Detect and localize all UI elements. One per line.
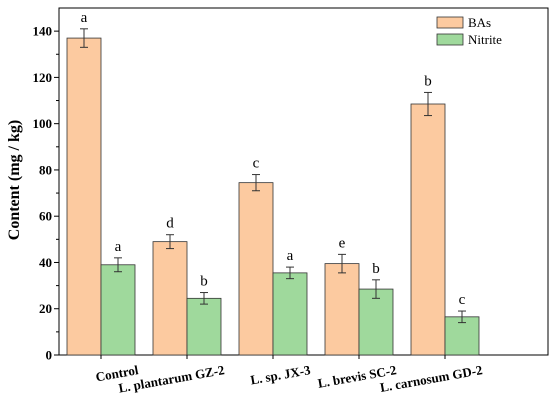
significance-letter-nitrite-2: a [287,248,294,264]
y-tick-label-40: 40 [39,255,52,270]
y-tick-label-60: 60 [39,209,52,224]
y-axis-label: Content (mg / kg) [6,120,23,240]
error-bar-bas-4 [424,91,432,117]
x-tick-label-0: Control [94,362,139,384]
legend-label-nitrite: Nitrite [468,32,502,47]
significance-letter-bas-4: b [424,73,432,89]
bar-bas-3 [324,263,360,356]
bar-nitrite-0 [100,264,136,356]
bar-bas-0 [66,37,102,356]
bar-bas-2 [238,182,274,356]
significance-letter-nitrite-1: b [200,274,208,290]
bar-bas-1 [152,241,188,356]
bar-nitrite-3 [358,288,394,356]
x-tick-label-2: L. sp. JX-3 [249,362,312,387]
error-bar-nitrite-0 [114,257,122,273]
y-tick-label-0: 0 [46,348,53,363]
error-bar-bas-2 [252,174,260,192]
legend-swatch-bas [436,16,464,29]
error-bar-nitrite-1 [200,292,208,305]
legend: BAs Nitrite [436,15,502,47]
error-bar-bas-0 [80,28,88,48]
legend-label-bas: BAs [468,15,491,30]
error-bar-nitrite-4 [458,310,466,324]
error-bar-nitrite-2 [286,266,294,280]
y-tick-label-100: 100 [33,116,53,131]
significance-letter-bas-3: e [339,235,346,251]
y-tick-label-80: 80 [39,162,52,177]
significance-letter-bas-2: c [253,156,260,172]
y-axis: 0 20 40 60 80 100 120 140 [33,24,59,363]
error-bar-bas-1 [166,234,174,250]
y-tick-label-140: 140 [33,24,53,39]
bar-bas-4 [410,103,446,356]
error-bars-layer [80,28,466,324]
y-tick-label-120: 120 [33,70,53,85]
bar-nitrite-2 [272,272,308,356]
bars-layer [66,37,480,356]
significance-letter-bas-0: a [81,10,88,26]
significance-letter-bas-1: d [166,216,174,232]
y-tick-label-20: 20 [39,301,52,316]
significance-letter-nitrite-0: a [115,239,122,255]
significance-letter-nitrite-4: c [459,292,466,308]
error-bar-bas-3 [338,253,346,274]
error-bar-nitrite-3 [372,279,380,299]
significance-letters-layer: a d c e b a b a b c [81,10,466,308]
bar-nitrite-1 [186,297,222,356]
legend-swatch-nitrite [436,33,464,46]
significance-letter-nitrite-3: b [372,261,380,277]
